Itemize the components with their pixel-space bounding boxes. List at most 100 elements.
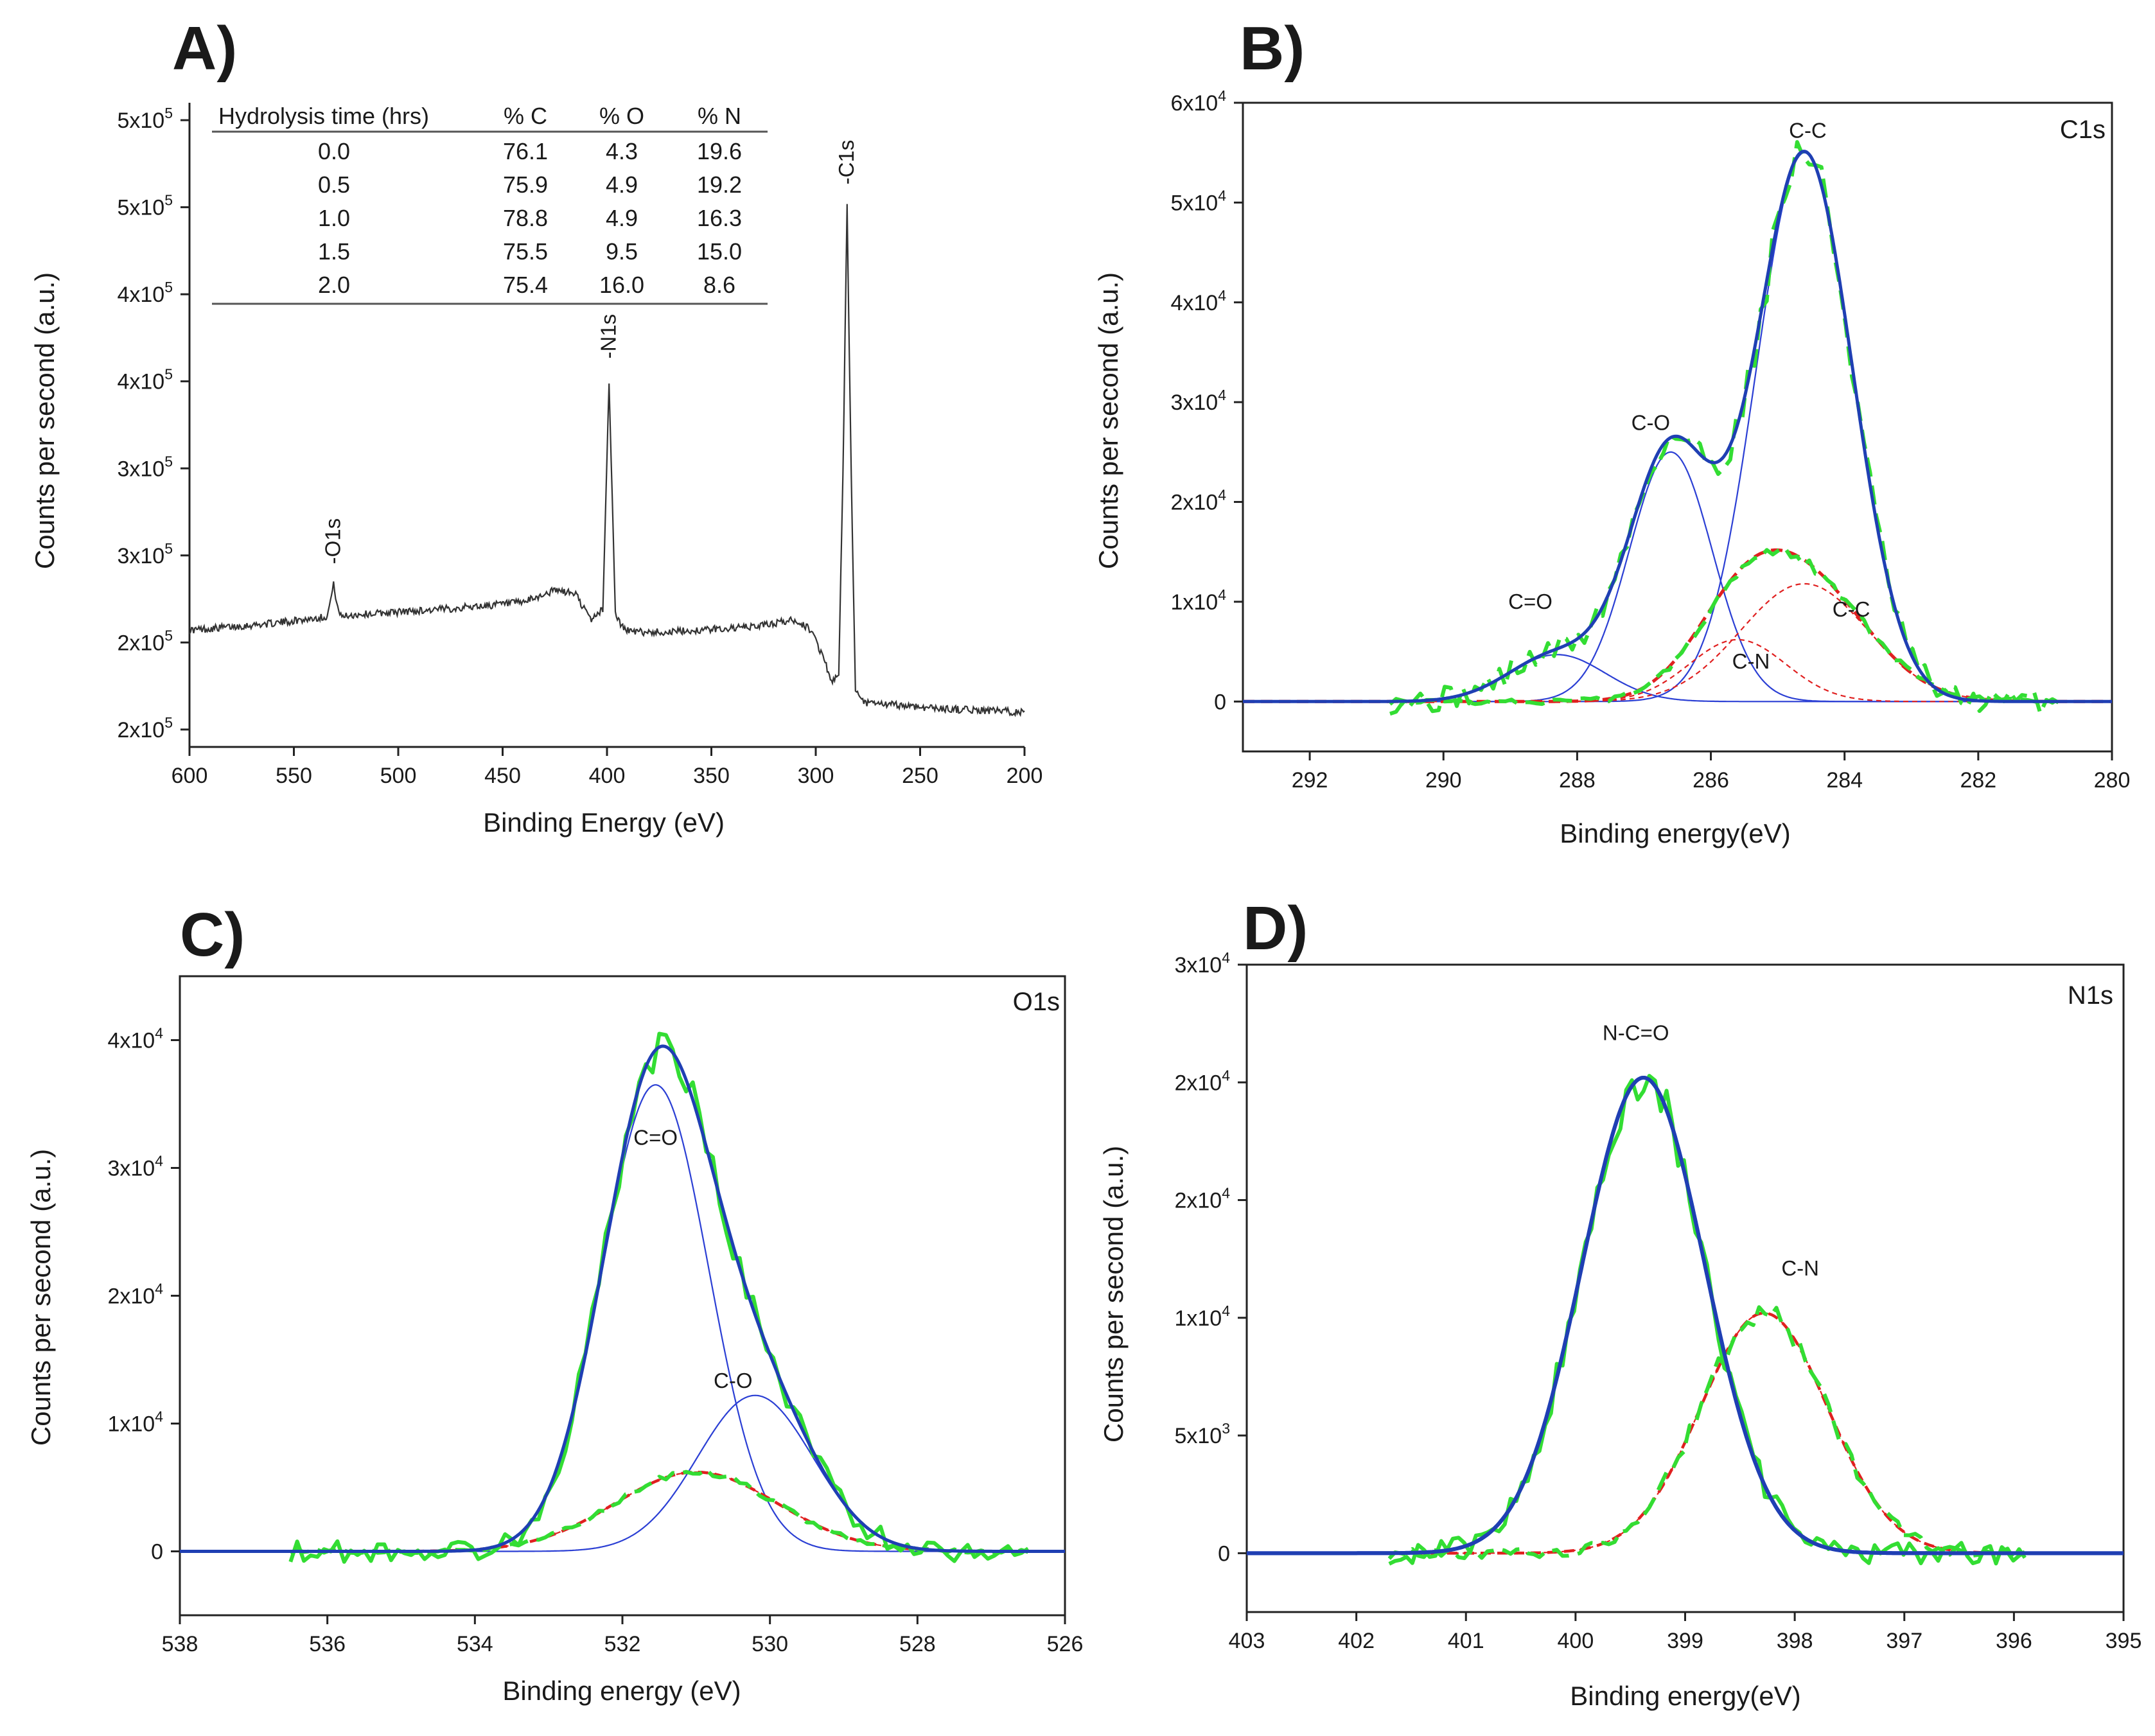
panel-a-x-tick-label: 600 xyxy=(172,764,208,788)
panel-c-y-tick-label: 0 xyxy=(151,1540,163,1565)
panel-d-peak-label: C-N xyxy=(1781,1256,1819,1280)
panel-a-peak-label: -N1s xyxy=(596,314,620,359)
table-cell: 0.0 xyxy=(318,138,350,164)
panel-a-x-tick-label: 250 xyxy=(902,764,938,788)
panel-c-y-axis-title: Counts per second (a.u.) xyxy=(26,1149,56,1446)
panel-d-x-tick-label: 399 xyxy=(1667,1629,1703,1653)
panel-a-x-tick-label: 450 xyxy=(484,764,521,788)
panel-b-frame xyxy=(1242,101,2113,753)
table-cell: 78.8 xyxy=(503,205,548,231)
panel-b-raw-data-red-region xyxy=(1389,546,2060,706)
panel-c-peak-label: C-O xyxy=(714,1369,753,1392)
panel-a-x-tick-label: 500 xyxy=(380,764,417,788)
panel-b-c1s-spectrum: B) 292 290 288 286 284 282 280 0 1x104 2x104 3x104… xyxy=(1093,14,2130,848)
table-cell: 16.3 xyxy=(697,205,742,231)
panel-b-y-tick-label: 1x104 xyxy=(1170,586,1226,615)
panel-b-x-tick-label: 290 xyxy=(1425,768,1462,793)
panel-a-x-tick-label: 350 xyxy=(693,764,730,788)
panel-a-y-tick-label: 4x105 xyxy=(117,366,173,394)
panel-b-x-tick-label: 284 xyxy=(1826,768,1863,793)
panel-c-x-tick-label: 534 xyxy=(457,1632,493,1656)
panel-d-envelope xyxy=(1247,1076,2124,1556)
panel-a-peak-label: -C1s xyxy=(834,140,858,185)
panel-d-plot-area: N-C=O C-N xyxy=(1247,1021,2124,1566)
panel-d-y-tick-label: 2x104 xyxy=(1174,1067,1230,1095)
panel-d-peak-label: N-C=O xyxy=(1603,1021,1669,1044)
panel-b-x-tick-label: 286 xyxy=(1693,768,1729,793)
panel-c-region-label: O1s xyxy=(1013,988,1060,1016)
panel-d-raw-data-2 xyxy=(1387,1305,2027,1561)
table-cell: 4.9 xyxy=(606,205,638,231)
panel-a-x-tick-label: 300 xyxy=(798,764,834,788)
panel-a-y-axis-title: Counts per second (a.u.) xyxy=(30,272,60,569)
table-cell: 0.5 xyxy=(318,171,350,198)
panel-a-letter: A) xyxy=(172,14,237,83)
panel-b-raw-data xyxy=(1389,140,2060,716)
panel-d-y-axis-title: Counts per second (a.u.) xyxy=(1098,1146,1129,1442)
panel-c-x-axis-title: Binding energy (eV) xyxy=(502,1676,741,1706)
panel-b-peak-label: C-C xyxy=(1833,597,1870,621)
panel-a-plot-area: -O1s -N1s -C1s xyxy=(189,140,1025,717)
panel-c-x-tick-label: 536 xyxy=(309,1632,346,1656)
panel-c-o1s-spectrum: C) 538 536 534 532 530 528 526 0 1x104 2x104 3x104… xyxy=(26,900,1083,1706)
panel-c-x-tick-label: 526 xyxy=(1047,1632,1084,1656)
table-cell: 19.2 xyxy=(697,171,742,198)
panel-c-y-tick-label: 4x104 xyxy=(107,1025,163,1053)
panel-b-y-tick-label: 0 xyxy=(1214,690,1226,714)
table-cell: 4.9 xyxy=(606,171,638,198)
panel-d-y-tick-label: 1x104 xyxy=(1174,1302,1230,1331)
panel-a-x-tick-label: 550 xyxy=(276,764,312,788)
panel-c-letter: C) xyxy=(180,900,245,969)
panel-b-y-tick-label: 5x104 xyxy=(1170,187,1226,215)
panel-b-region-label: C1s xyxy=(2060,116,2106,144)
panel-c-y-tick-label: 3x104 xyxy=(107,1153,163,1181)
table-cell: 16.0 xyxy=(599,272,644,298)
panel-c-axes: 538 536 534 532 530 528 526 0 1x104 2x104 3x104 4x1… xyxy=(107,975,1084,1656)
table-cell: 9.5 xyxy=(606,238,638,265)
panel-d-x-tick-label: 401 xyxy=(1448,1629,1484,1653)
table-cell: 1.5 xyxy=(318,238,350,265)
panel-c-x-tick-label: 532 xyxy=(604,1632,641,1656)
panel-c-envelope xyxy=(180,1044,1065,1553)
panel-b-y-axis-title: Counts per second (a.u.) xyxy=(1093,272,1123,569)
table-cell: 19.6 xyxy=(697,138,742,164)
panel-c-y-tick-label: 2x104 xyxy=(107,1281,163,1309)
panel-c-peak-label: C=O xyxy=(633,1126,678,1150)
panel-b-peak-label: C-N xyxy=(1732,649,1770,673)
panel-b-y-tick-label: 3x104 xyxy=(1170,387,1226,415)
panel-c-x-tick-label: 528 xyxy=(899,1632,936,1656)
table-cell: 8.6 xyxy=(703,272,735,298)
table-cell: 1.0 xyxy=(318,205,350,231)
panel-a-y-tick-label: 4x105 xyxy=(117,279,173,307)
panel-a-peak-label: -O1s xyxy=(321,518,344,565)
table-cell: 2.0 xyxy=(318,272,350,298)
table-cell: 75.4 xyxy=(503,272,548,298)
panel-b-letter: B) xyxy=(1240,14,1305,83)
panel-d-x-tick-label: 396 xyxy=(1996,1629,2032,1653)
panel-d-x-tick-label: 395 xyxy=(2106,1629,2142,1653)
panel-d-n1s-spectrum: D) 403 402 401 400 399 398 397 396 395 0 5x103 1x10… xyxy=(1098,894,2142,1711)
panel-a-y-tick-label: 5x105 xyxy=(117,192,173,220)
panel-d-x-tick-label: 398 xyxy=(1777,1629,1813,1653)
table-cell: 75.9 xyxy=(503,171,548,198)
panel-d-region-label: N1s xyxy=(2068,981,2113,1010)
panel-a-y-tick-label: 2x105 xyxy=(117,627,173,655)
table-cell: 76.1 xyxy=(503,138,548,164)
panel-b-envelope xyxy=(1243,150,2112,703)
panel-c-plot-area: C=O C-O xyxy=(180,1031,1065,1564)
panel-d-y-tick-label: 5x103 xyxy=(1174,1420,1230,1448)
panel-a-y-tick-label: 3x105 xyxy=(117,540,173,568)
panel-d-x-axis-title: Binding energy(eV) xyxy=(1570,1681,1801,1711)
panel-d-axes: 403 402 401 400 399 398 397 396 395 0 5x103 1x104 2x… xyxy=(1174,949,2142,1653)
panel-b-x-tick-label: 292 xyxy=(1292,768,1328,793)
panel-b-axes: 292 290 288 286 284 282 280 0 1x104 2x104 3x104 4x1… xyxy=(1170,87,2130,793)
panel-d-x-tick-label: 400 xyxy=(1558,1629,1594,1653)
panel-b-peak-label: C=O xyxy=(1508,590,1552,613)
panel-d-x-tick-label: 402 xyxy=(1338,1629,1375,1653)
panel-b-plot-area: C-C C-O C=O C-C C-N xyxy=(1243,118,2112,716)
panel-d-y-tick-label: 2x104 xyxy=(1174,1185,1230,1213)
panel-c-y-tick-label: 1x104 xyxy=(107,1408,163,1437)
panel-b-x-tick-label: 282 xyxy=(1960,768,1996,793)
panel-b-x-axis-title: Binding energy(eV) xyxy=(1560,818,1791,848)
